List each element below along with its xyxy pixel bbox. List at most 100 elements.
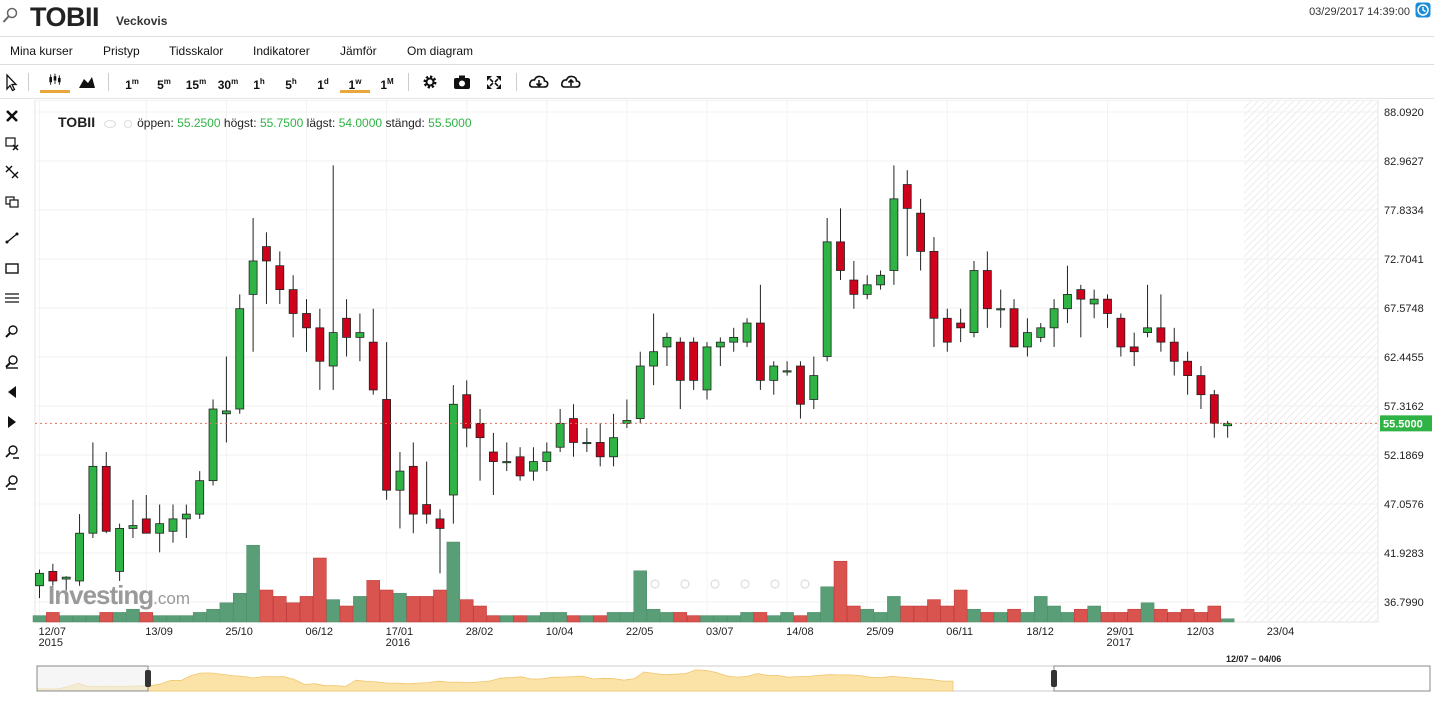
menu-item-indikatorer[interactable]: Indikatorer (253, 44, 310, 58)
candle-body (462, 394, 472, 429)
zoom-fit-icon[interactable] (4, 474, 20, 490)
candle (128, 499, 138, 538)
fibonacci-icon[interactable] (4, 290, 20, 306)
visibility-icon[interactable] (104, 119, 117, 128)
candle (702, 342, 712, 400)
timeframe-1w-button[interactable]: 1w (340, 71, 370, 93)
candle (155, 504, 165, 553)
candle (822, 217, 832, 362)
settings-dot-icon[interactable] (123, 119, 132, 128)
navigator-mask-left (36, 665, 149, 692)
candle-body (128, 525, 138, 529)
area-chart-icon[interactable] (76, 71, 98, 93)
rectangle-icon[interactable] (4, 260, 20, 276)
camera-icon[interactable] (452, 71, 472, 93)
candle-body (555, 422, 565, 448)
volume-bar (1207, 605, 1222, 623)
scroll-left-icon[interactable] (4, 384, 20, 400)
volume-bar (526, 615, 541, 623)
clock-icon[interactable] (1415, 2, 1431, 18)
menu-item-tidsskalor[interactable]: Tidsskalor (169, 44, 224, 58)
symbol-title: TOBII (30, 2, 100, 32)
y-tick-label: 41.9283 (1384, 548, 1424, 560)
cursor-icon[interactable] (4, 71, 18, 93)
volume-bar (967, 608, 981, 623)
zoom-in-icon[interactable] (4, 324, 20, 340)
candle-body (942, 317, 952, 343)
trend-line-icon[interactable] (4, 230, 20, 246)
timeframe-5m-button[interactable]: 5m (157, 77, 171, 92)
timeframe-1M-button[interactable]: 1M (380, 77, 394, 92)
timeframe-1d-button[interactable]: 1d (317, 77, 329, 92)
timeframe-1m-button[interactable]: 1m (125, 77, 139, 92)
y-tick-label: 52.1869 (1384, 450, 1424, 462)
candle-body (448, 403, 458, 496)
volume-bar (206, 608, 220, 623)
search-icon[interactable] (2, 7, 18, 25)
scroll-right-icon[interactable] (4, 414, 20, 430)
candle-body (689, 341, 699, 381)
download-icon[interactable] (528, 71, 550, 93)
timeframe-15m-button[interactable]: 15m (185, 77, 207, 92)
candle (595, 423, 605, 467)
volume-bar (1194, 612, 1208, 623)
candle (448, 385, 458, 524)
candle-body (1143, 327, 1152, 333)
candle (1196, 366, 1206, 410)
zoom-reset-icon[interactable] (4, 444, 20, 460)
menu-item-om-diagram[interactable]: Om diagram (407, 44, 474, 58)
candle-body (649, 351, 658, 367)
copy-icon[interactable] (4, 194, 20, 210)
candle-body (635, 365, 645, 419)
volume-bar (419, 596, 434, 623)
candle-body (1183, 360, 1192, 376)
high-label: högst: (223, 116, 257, 130)
timeframe-1h-button[interactable]: 1h (253, 77, 265, 92)
timeframe-5h-button[interactable]: 5h (285, 77, 297, 92)
close-icon[interactable] (4, 108, 20, 124)
x-tick-label: 25/10 (225, 626, 253, 638)
candle-body (782, 370, 792, 373)
timeframe-30m-button[interactable]: 30m (217, 77, 239, 92)
volume-bar (566, 615, 581, 623)
candle-body (742, 322, 752, 343)
overlay-zoom-icon (800, 579, 810, 589)
zoom-out-icon[interactable] (4, 354, 20, 370)
fullscreen-icon[interactable] (484, 71, 504, 93)
volume-bar (1034, 596, 1048, 623)
volume-bar (379, 589, 394, 623)
volume-bar (72, 615, 87, 623)
volume-bar (273, 596, 287, 623)
menu-item-mina-kurser[interactable]: Mina kurser (10, 44, 73, 58)
menu-item-pristyp[interactable]: Pristyp (103, 44, 140, 58)
candle-body (61, 576, 71, 580)
remove-all-icon[interactable] (4, 164, 20, 180)
candle (195, 471, 205, 519)
candlestick-chart-icon[interactable] (40, 71, 70, 93)
menu-item-jamfor[interactable]: Jämför (340, 44, 377, 58)
range-navigator[interactable] (0, 650, 1434, 717)
volume-bar (1154, 608, 1168, 623)
candle-body (929, 250, 939, 319)
candle (1129, 332, 1139, 367)
upload-icon[interactable] (560, 71, 582, 93)
candle (662, 332, 672, 367)
gear-icon[interactable] (420, 71, 440, 93)
volume-bar (126, 608, 140, 623)
volume-bar (259, 589, 274, 623)
y-tick-label: 67.5748 (1384, 303, 1424, 315)
candlestick-chart[interactable]: 88.0920 82.9627 77.8334 72.7041 67.5748 62.44… (0, 100, 1434, 650)
x-tick-label: 10/04 (546, 626, 574, 638)
volume-bar (166, 615, 180, 623)
candle-body (1049, 308, 1059, 329)
candle (849, 260, 859, 309)
x-tick-label: 14/08 (786, 626, 814, 638)
high-value: 55.7500 (259, 116, 304, 130)
remove-drawing-icon[interactable] (4, 136, 20, 152)
overlay-zoom-icon (680, 579, 690, 589)
candle-body (529, 461, 538, 472)
x-tick-label: 25/09 (866, 626, 894, 638)
candle-body (862, 284, 872, 295)
candle-body (662, 336, 672, 348)
candle (542, 442, 552, 472)
